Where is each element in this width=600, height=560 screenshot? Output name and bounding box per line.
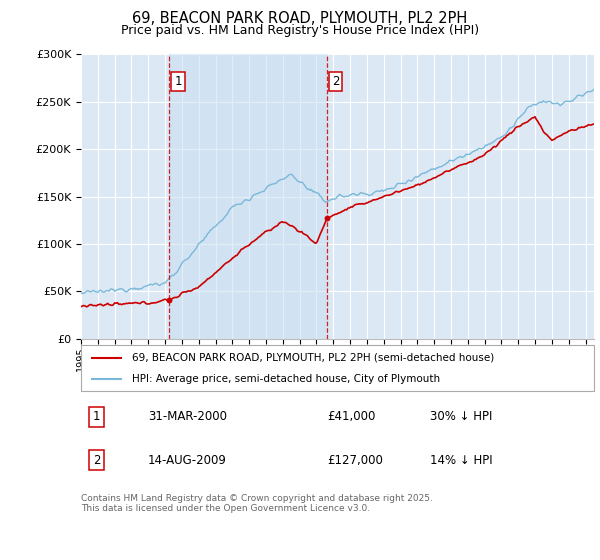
Text: £127,000: £127,000 (327, 454, 383, 466)
Text: Price paid vs. HM Land Registry's House Price Index (HPI): Price paid vs. HM Land Registry's House … (121, 24, 479, 36)
Text: 69, BEACON PARK ROAD, PLYMOUTH, PL2 2PH: 69, BEACON PARK ROAD, PLYMOUTH, PL2 2PH (133, 11, 467, 26)
Bar (169, 54, 327, 339)
Text: 1: 1 (175, 75, 182, 88)
Text: 2: 2 (332, 75, 340, 88)
Text: 31-MAR-2000: 31-MAR-2000 (148, 410, 227, 423)
Text: 1: 1 (92, 410, 100, 423)
Text: Contains HM Land Registry data © Crown copyright and database right 2025.
This d: Contains HM Land Registry data © Crown c… (81, 494, 433, 514)
Text: 14-AUG-2009: 14-AUG-2009 (148, 454, 227, 466)
Point (322, 214, 332, 223)
FancyBboxPatch shape (81, 345, 594, 391)
Text: £41,000: £41,000 (327, 410, 376, 423)
Point (164, 296, 174, 305)
Text: 30% ↓ HPI: 30% ↓ HPI (430, 410, 492, 423)
Text: 69, BEACON PARK ROAD, PLYMOUTH, PL2 2PH (semi-detached house): 69, BEACON PARK ROAD, PLYMOUTH, PL2 2PH … (133, 353, 494, 363)
Text: 14% ↓ HPI: 14% ↓ HPI (430, 454, 493, 466)
Text: 2: 2 (92, 454, 100, 466)
Text: HPI: Average price, semi-detached house, City of Plymouth: HPI: Average price, semi-detached house,… (133, 375, 440, 384)
